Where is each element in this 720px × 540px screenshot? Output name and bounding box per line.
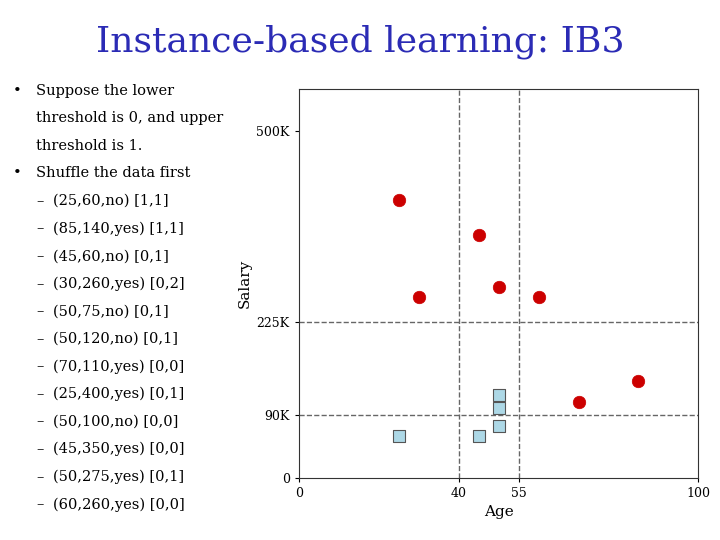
Text: threshold is 1.: threshold is 1.	[36, 139, 143, 153]
Text: (45,350,yes) [0,0]: (45,350,yes) [0,0]	[53, 442, 185, 456]
Text: (85,140,yes) [1,1]: (85,140,yes) [1,1]	[53, 221, 184, 236]
Text: (50,100,no) [0,0]: (50,100,no) [0,0]	[53, 415, 179, 429]
Point	[573, 397, 585, 406]
Text: –: –	[36, 332, 43, 346]
Text: –: –	[36, 249, 43, 263]
Text: –: –	[36, 194, 43, 208]
Point	[473, 231, 485, 239]
Y-axis label: Salary: Salary	[238, 259, 252, 308]
Point	[492, 282, 504, 291]
Text: (30,260,yes) [0,2]: (30,260,yes) [0,2]	[53, 276, 185, 291]
Text: –: –	[36, 276, 43, 291]
Text: –: –	[36, 415, 43, 429]
Text: –: –	[36, 360, 43, 374]
X-axis label: Age: Age	[484, 505, 513, 519]
Text: (25,60,no) [1,1]: (25,60,no) [1,1]	[53, 194, 169, 208]
Text: Suppose the lower: Suppose the lower	[36, 84, 174, 98]
Text: –: –	[36, 387, 43, 401]
Point	[533, 293, 544, 302]
Text: (60,260,yes) [0,0]: (60,260,yes) [0,0]	[53, 497, 185, 511]
Text: (70,110,yes) [0,0]: (70,110,yes) [0,0]	[53, 360, 184, 374]
Point	[492, 422, 504, 430]
Point	[492, 404, 504, 413]
Text: –: –	[36, 470, 43, 484]
Text: –: –	[36, 305, 43, 318]
Text: Instance-based learning: IB3: Instance-based learning: IB3	[96, 24, 624, 59]
Text: –: –	[36, 442, 43, 456]
Text: •: •	[13, 84, 22, 98]
Text: (50,120,no) [0,1]: (50,120,no) [0,1]	[53, 332, 179, 346]
Text: (50,275,yes) [0,1]: (50,275,yes) [0,1]	[53, 470, 184, 484]
Point	[473, 432, 485, 441]
Text: (45,60,no) [0,1]: (45,60,no) [0,1]	[53, 249, 169, 263]
Text: Shuffle the data first: Shuffle the data first	[36, 166, 190, 180]
Text: (50,75,no) [0,1]: (50,75,no) [0,1]	[53, 305, 169, 318]
Text: (25,400,yes) [0,1]: (25,400,yes) [0,1]	[53, 387, 184, 401]
Point	[393, 196, 405, 205]
Text: threshold is 0, and upper: threshold is 0, and upper	[36, 111, 223, 125]
Point	[633, 376, 644, 385]
Point	[492, 390, 504, 399]
Text: •: •	[13, 166, 22, 180]
Point	[393, 432, 405, 441]
Text: –: –	[36, 497, 43, 511]
Point	[413, 293, 425, 302]
Text: –: –	[36, 221, 43, 235]
